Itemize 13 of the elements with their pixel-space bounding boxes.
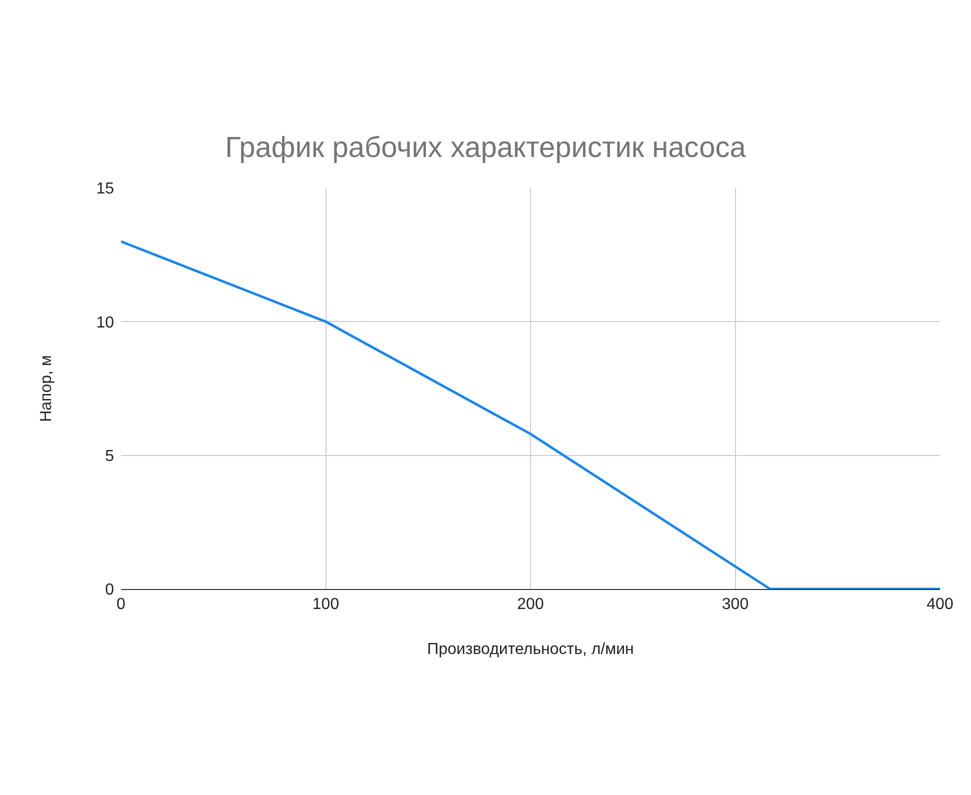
x-tick-label: 100	[312, 596, 340, 614]
y-axis-title: Напор, м	[38, 355, 56, 422]
x-tick-label: 400	[926, 596, 954, 614]
y-tick-label: 10	[96, 314, 114, 332]
chart-title: График рабочих характеристик насоса	[225, 132, 747, 164]
x-tick-label: 0	[116, 596, 126, 614]
x-tick-label: 200	[517, 596, 544, 614]
y-tick-label: 15	[96, 180, 114, 198]
y-tick-label: 0	[105, 582, 114, 599]
x-tick-label: 300	[722, 596, 749, 614]
y-tick-label: 5	[105, 448, 114, 465]
line-series	[121, 240, 940, 589]
x-axis-title: Производительность, л/мин	[427, 640, 634, 658]
